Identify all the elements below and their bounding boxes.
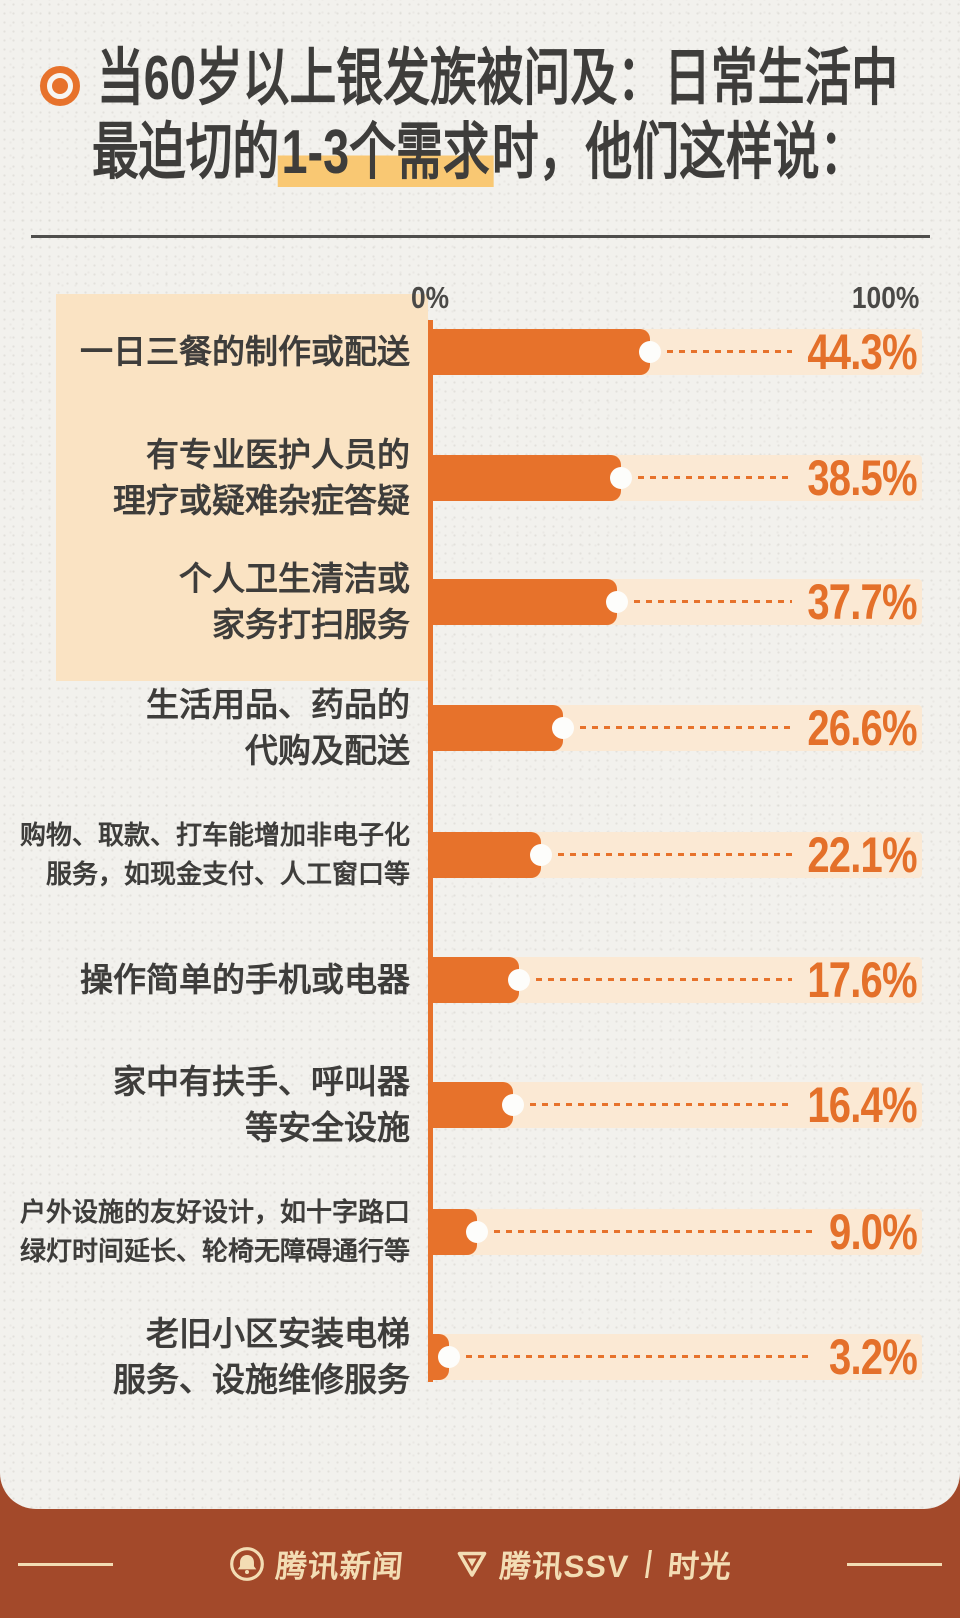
bar-area: 26.6%	[433, 700, 922, 756]
page-title-line-1: 当60岁以上银发族被问及：日常生活中	[97, 44, 899, 113]
bar-area: 16.4%	[433, 1077, 922, 1133]
title-line2-post: 时，他们这样说：	[491, 118, 867, 187]
leader-dashed-line	[580, 726, 792, 729]
bar-end-dot	[502, 1094, 524, 1116]
bar-area: 9.0%	[433, 1204, 922, 1260]
bar	[433, 329, 650, 375]
axis-line	[428, 320, 433, 1382]
bar-value-label: 44.3%	[807, 324, 918, 380]
bar-end-dot	[530, 844, 552, 866]
bullseye-icon	[40, 66, 80, 106]
leader-dashed-line	[634, 600, 792, 603]
brand-tencent-ssv-label: 腾讯SSV	[498, 1549, 631, 1584]
brand-tencent-news: 腾讯新闻	[228, 1541, 406, 1586]
bar-area: 37.7%	[433, 574, 922, 630]
chart-row: 生活用品、药品的 代购及配送 26.6%	[0, 665, 960, 791]
footer-left-line	[18, 1562, 113, 1566]
bar-value-label: 17.6%	[807, 952, 918, 1008]
bar-category-label: 家中有扶手、呼叫器 等安全设施	[113, 1063, 410, 1146]
bar-end-dot	[639, 341, 661, 363]
bar-area: 17.6%	[433, 952, 922, 1008]
bar-category-label: 一日三餐的制作或配送	[80, 333, 410, 370]
ssv-triangle-icon	[457, 1551, 487, 1577]
bullseye-dot	[52, 78, 68, 94]
bell-icon	[230, 1546, 264, 1581]
chart-row: 家中有扶手、呼叫器 等安全设施 16.4%	[0, 1042, 960, 1168]
bar-value-label: 9.0%	[829, 1204, 918, 1260]
bar	[433, 957, 519, 1003]
leader-dashed-line	[558, 853, 792, 856]
footer: 腾讯新闻 腾讯SSV 时光	[0, 1509, 960, 1618]
bar-category-label: 有专业医护人员的 理疗或疑难杂症答疑	[113, 436, 410, 519]
bar	[433, 579, 617, 625]
bar	[433, 705, 563, 751]
bar-value-label: 26.6%	[807, 700, 918, 756]
leader-dashed-line	[466, 1355, 813, 1358]
page-title-line-2: 最迫切的1-3个需求时，他们这样说：	[92, 118, 866, 188]
chart-row: 操作简单的手机或电器 17.6%	[0, 917, 960, 1043]
chart-row: 购物、取款、打车能增加非电子化 服务，如现金支付、人工窗口等 22.1%	[0, 792, 960, 918]
bar-area: 3.2%	[433, 1329, 922, 1385]
brand-tencent-ssv: 腾讯SSV 时光	[454, 1541, 734, 1586]
bar-area: 22.1%	[433, 827, 922, 883]
bar-end-dot	[438, 1346, 460, 1368]
leader-dashed-line	[638, 476, 792, 479]
chart-row: 个人卫生清洁或 家务打扫服务 37.7%	[0, 539, 960, 665]
bar-category-label: 生活用品、药品的 代购及配送	[146, 686, 410, 769]
bar	[433, 455, 621, 501]
bar-category-label: 购物、取款、打车能增加非电子化 服务，如现金支付、人工窗口等	[19, 820, 410, 889]
brand-time-label: 时光	[666, 1549, 734, 1584]
bar-category-label: 老旧小区安装电梯 服务、设施维修服务	[113, 1315, 410, 1398]
bar-value-label: 3.2%	[829, 1329, 918, 1385]
leader-dashed-line	[530, 1103, 792, 1106]
paper-background: 当60岁以上银发族被问及：日常生活中 最迫切的1-3个需求时，他们这样说： 0%…	[0, 0, 960, 1509]
title-divider	[31, 235, 930, 238]
bar-category-label: 户外设施的友好设计，如十字路口 绿灯时间延长、轮椅无障碍通行等	[19, 1197, 410, 1266]
leader-dashed-line	[494, 1230, 813, 1233]
chart-row: 老旧小区安装电梯 服务、设施维修服务 3.2%	[0, 1294, 960, 1420]
chart-row: 有专业医护人员的 理疗或疑难杂症答疑 38.5%	[0, 415, 960, 541]
bar-end-dot	[466, 1221, 488, 1243]
bar-value-label: 37.7%	[807, 574, 918, 630]
bar-value-label: 38.5%	[807, 450, 918, 506]
bar-end-dot	[552, 717, 574, 739]
bar-category-label: 操作简单的手机或电器	[80, 961, 410, 998]
bar-end-dot	[610, 467, 632, 489]
leader-dashed-line	[536, 978, 792, 981]
bar	[433, 832, 541, 878]
footer-right-line	[847, 1562, 942, 1566]
bar-end-dot	[508, 969, 530, 991]
bar-area: 44.3%	[433, 324, 922, 380]
bar	[433, 1082, 513, 1128]
bar-value-label: 22.1%	[807, 827, 918, 883]
bar-end-dot	[606, 591, 628, 613]
bar-category-label: 个人卫生清洁或 家务打扫服务	[179, 560, 410, 643]
label-highlight-block	[56, 294, 428, 681]
axis-tick-max: 100%	[851, 280, 919, 315]
title-line2-pre: 最迫切的	[92, 118, 280, 187]
chart-row: 一日三餐的制作或配送 44.3%	[0, 289, 960, 415]
footer-separator	[645, 1549, 652, 1578]
leader-dashed-line	[667, 350, 792, 353]
title-highlight: 1-3个需求	[277, 118, 494, 187]
brand-tencent-news-label: 腾讯新闻	[274, 1549, 406, 1584]
bar-value-label: 16.4%	[807, 1077, 918, 1133]
bar-area: 38.5%	[433, 450, 922, 506]
axis-tick-min: 0%	[411, 280, 450, 315]
chart-row: 户外设施的友好设计，如十字路口 绿灯时间延长、轮椅无障碍通行等 9.0%	[0, 1169, 960, 1295]
